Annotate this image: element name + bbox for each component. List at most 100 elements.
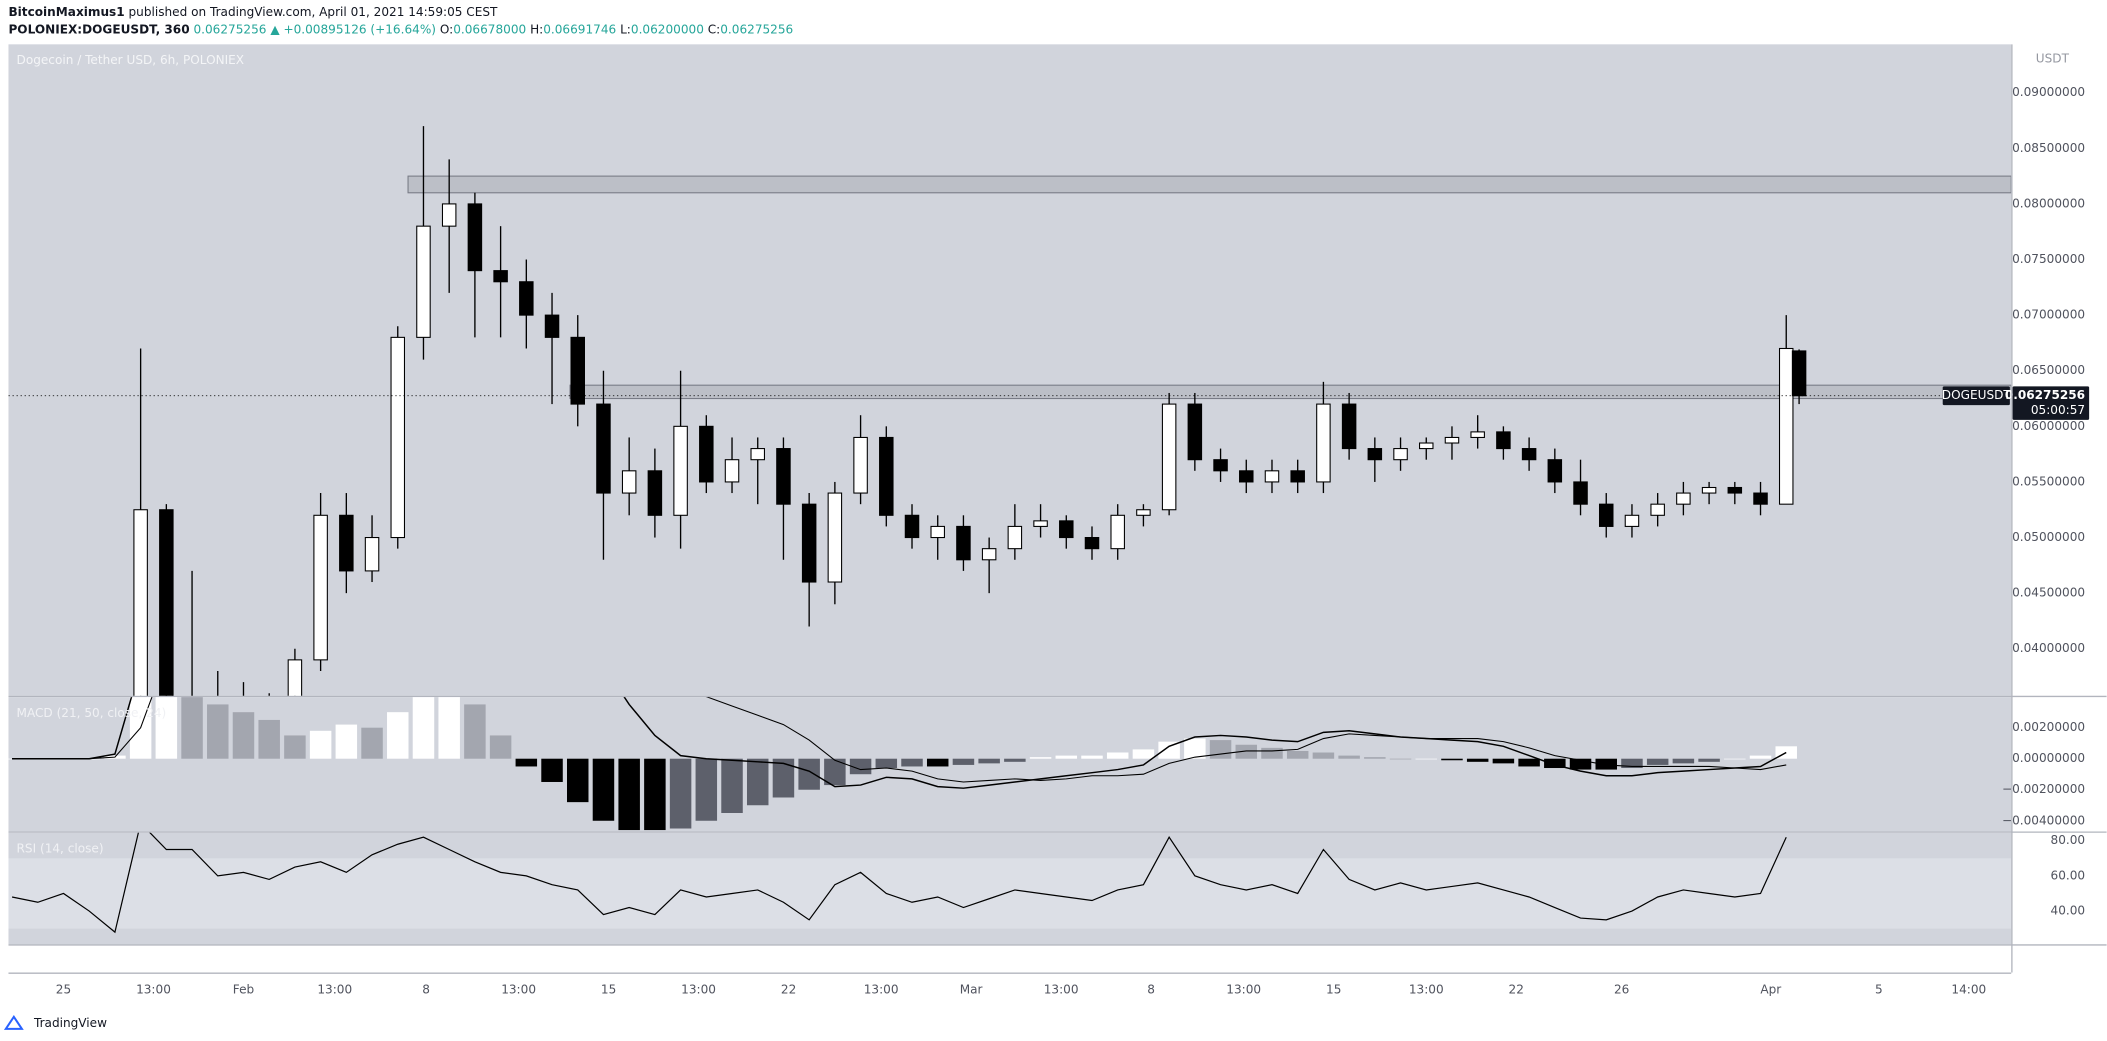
macd-histogram-bar [644, 758, 666, 831]
candle-body [1444, 436, 1460, 444]
candle-body [1187, 403, 1203, 461]
candle-body [313, 514, 328, 661]
y-tick-label: 0.04000000 [2012, 641, 2085, 655]
macd-histogram-bar [1672, 758, 1695, 764]
ohlc-value: 0.06275256 [720, 22, 793, 36]
macd-histogram-bar [901, 758, 923, 767]
macd-histogram-bar [1441, 758, 1463, 761]
published-info: published on TradingView.com, April 01, … [129, 5, 499, 19]
candle-body [1521, 448, 1537, 461]
ohlc-value: 0.06691746 [543, 22, 616, 36]
y-tick-label: 0.07000000 [2012, 308, 2085, 322]
pane-title: MACD (21, 50, close, 24) [17, 706, 167, 720]
y-tick-label: 0.00200000 [2012, 720, 2085, 734]
candle-body [493, 270, 508, 283]
candle-body [1727, 486, 1743, 494]
macd-histogram-bar [1544, 758, 1566, 769]
candle-body [956, 525, 971, 561]
candle-body [1650, 503, 1665, 516]
signal-line [12, 697, 1787, 783]
plot-area [8, 832, 2012, 934]
rsi-line [11, 832, 1787, 934]
macd-histogram-bar [232, 712, 255, 759]
rsi-band [8, 858, 2012, 929]
symbol-tag-label: DOGEUSDT [1942, 388, 2012, 402]
candle-body [647, 470, 663, 516]
y-tick-label: 0.08000000 [2012, 196, 2085, 210]
macd-histogram-bar [824, 758, 846, 786]
macd-histogram-bar [875, 758, 898, 769]
symbol: POLONIEX:DOGEUSDT, 360 [8, 22, 189, 36]
brand: TradingView [33, 1016, 107, 1030]
macd-line [12, 697, 1787, 789]
candle-body [467, 203, 483, 272]
ohlc-value: 0.06678000 [453, 22, 526, 36]
ohlc-label: L: [620, 22, 631, 36]
sr-zone [569, 384, 2012, 400]
candle-body [1239, 470, 1254, 483]
macd-histogram-bar [464, 704, 486, 759]
candle-body [904, 514, 920, 539]
macd-histogram-bar [181, 697, 203, 759]
macd-histogram-bar [1004, 758, 1026, 762]
x-tick-label: 13:00 [1409, 982, 1444, 996]
y-unit: USDT [2036, 52, 2070, 66]
candle-body [596, 403, 611, 494]
candle-body [776, 448, 791, 505]
macd-histogram-bar [1749, 755, 1772, 759]
candle-body [570, 336, 585, 405]
x-tick-label: Mar [960, 982, 983, 996]
candle-body [1753, 492, 1768, 505]
macd-histogram-bar [567, 758, 589, 803]
tradingview-logo[interactable]: TradingView [3, 1015, 107, 1030]
macd-histogram-bar [1286, 750, 1309, 759]
candle-body [133, 509, 148, 696]
y-tick-label: 0.00000000 [2012, 751, 2085, 765]
y-tick-label: 0.04500000 [2012, 586, 2085, 600]
candle-body [519, 281, 534, 316]
macd-histogram-bar [746, 758, 769, 806]
macd-histogram-bar [721, 758, 743, 813]
macd-histogram-bar [1724, 758, 1746, 760]
ohlc-label: O: [440, 22, 453, 36]
x-tick-label: 8 [1147, 982, 1155, 996]
ohlc-value: 0.06200000 [631, 22, 704, 36]
y-tick-label: −0.00200000 [2002, 782, 2085, 796]
candle-body [699, 425, 714, 483]
macd-histogram-bar [592, 758, 615, 821]
candle-body [1264, 470, 1280, 483]
macd-histogram-bar [1492, 758, 1515, 764]
candle-body [287, 659, 303, 696]
candle-body [441, 203, 457, 227]
macd-histogram-bar [284, 735, 306, 759]
symbol-tag [1942, 386, 2010, 406]
candle-body [879, 436, 894, 516]
candle-body [1496, 431, 1511, 450]
macd-histogram-bar [618, 758, 640, 831]
x-tick-label: 26 [1614, 982, 1629, 996]
candle-body [1161, 403, 1177, 511]
macd-histogram-bar [1466, 758, 1489, 762]
macd-histogram-bar [155, 697, 178, 759]
macd-histogram-bar [1595, 758, 1617, 770]
x-tick-label: 13:00 [681, 982, 716, 996]
y-tick-label: 0.07500000 [2012, 252, 2085, 266]
y-tick-label: 0.05000000 [2012, 530, 2085, 544]
candle-body [1059, 520, 1074, 539]
author[interactable]: BitcoinMaximus1 [8, 5, 124, 19]
candle-body [930, 525, 945, 539]
y-tick-label: 0.06000000 [2012, 419, 2085, 433]
candle-body [1547, 459, 1563, 483]
macd-histogram-bar [1132, 749, 1155, 759]
macd-histogram-bar [361, 727, 383, 759]
y-tick-label: 0.05500000 [2012, 474, 2085, 488]
macd-histogram-bar [1261, 747, 1283, 759]
x-tick-label: 13:00 [136, 982, 171, 996]
candle-body [1213, 459, 1228, 472]
pane-background [8, 44, 2012, 696]
publish-line: BitcoinMaximus1 published on TradingView… [8, 5, 498, 19]
macd-histogram-bar [926, 758, 949, 767]
price-tag [2012, 386, 2090, 420]
macd-histogram-bar [438, 697, 460, 759]
